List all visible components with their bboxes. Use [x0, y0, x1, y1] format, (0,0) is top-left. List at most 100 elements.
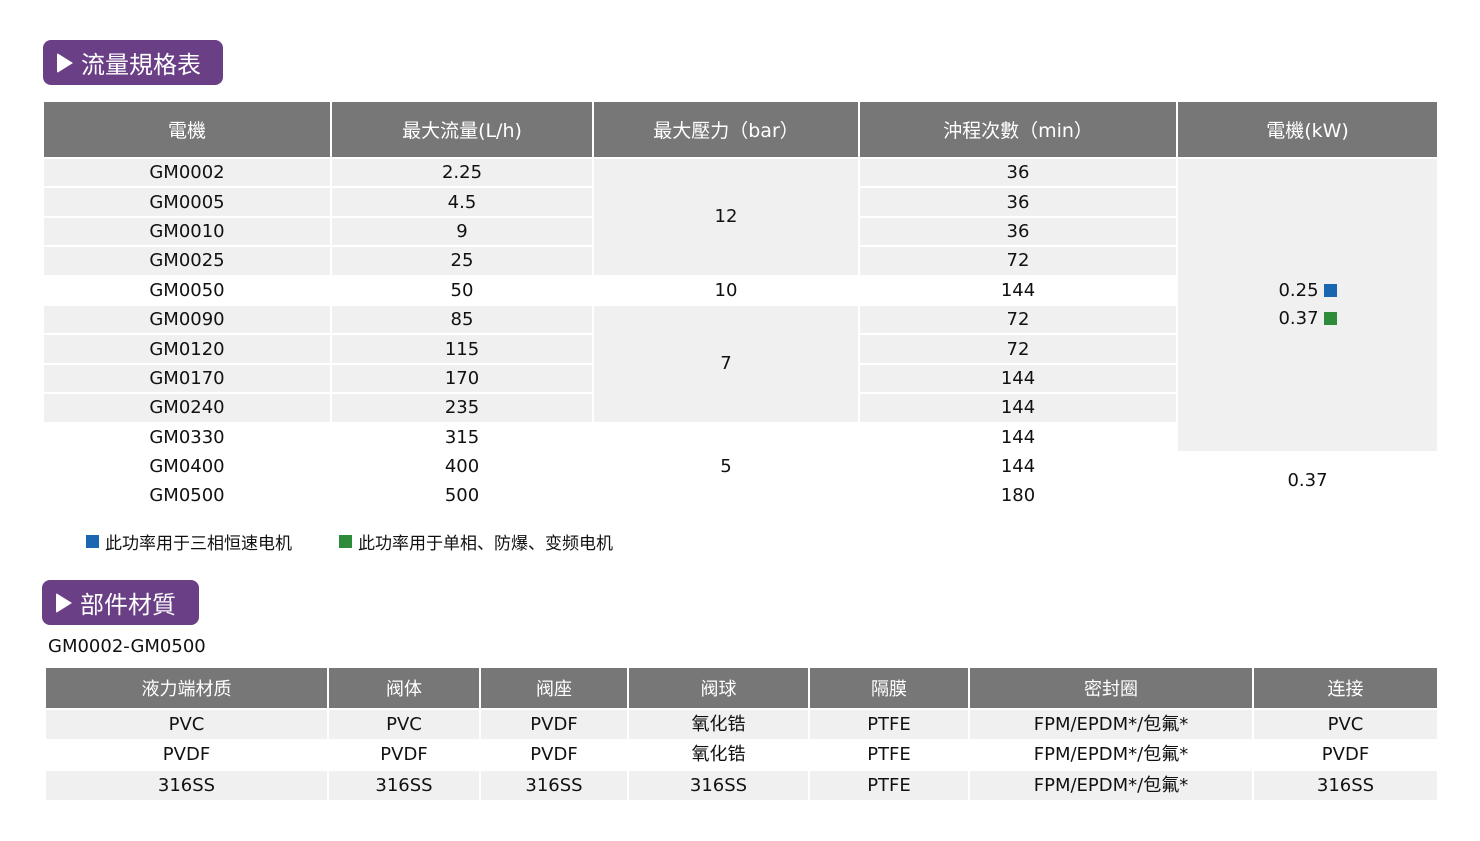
kw-cell: 0.37	[1178, 452, 1437, 510]
model-cell: GM0240	[44, 394, 330, 422]
material-header: 密封圈	[970, 668, 1252, 708]
material-table: 液力端材质 阀体 阀座 阀球 隔膜 密封圈 连接 PVC PVC PVDF 氧化锆 PTFE FPM/…	[44, 666, 1439, 802]
model-cell: GM0120	[44, 335, 330, 363]
material-cell: PVC	[1254, 710, 1437, 739]
flow-cell: 235	[332, 394, 592, 422]
legend-item-green: 此功率用于单相、防爆、变频电机	[339, 529, 613, 554]
material-cell: 氧化锆	[629, 740, 808, 769]
material-cell: FPM/EPDM*/包氟*	[970, 740, 1252, 769]
model-cell: GM0500	[44, 482, 330, 510]
table-row: GM0330 315 5 144	[44, 423, 1437, 510]
strokes-cell: 36	[860, 188, 1176, 216]
model-cell: GM0025	[44, 247, 330, 275]
strokes-cell: 144	[860, 364, 1176, 393]
model-cell: GM0050	[44, 276, 330, 304]
kw-value: 0.25	[1178, 277, 1437, 305]
blue-square-icon	[86, 535, 99, 548]
material-cell: 316SS	[46, 771, 327, 800]
flow-cell: 170	[332, 364, 592, 393]
model-range: GM0002-GM0500	[48, 636, 206, 657]
material-cell: PTFE	[810, 710, 968, 739]
table-row: 316SS 316SS 316SS 316SS PTFE FPM/EPDM*/包氟* 316…	[46, 771, 1437, 800]
flow-cell: 400	[332, 452, 592, 481]
strokes-cell: 36	[860, 217, 1176, 246]
material-cell: FPM/EPDM*/包氟*	[970, 771, 1252, 800]
material-cell: PVDF	[1254, 740, 1437, 769]
flow-cell: 315	[332, 423, 592, 451]
table-row: GM0240 235 144	[44, 394, 1437, 422]
flow-cell: 500	[332, 482, 592, 510]
table-row: GM0500 500 180	[44, 482, 1437, 510]
strokes-cell: 72	[860, 335, 1176, 363]
table-row: GM0005 4.5 36	[44, 188, 1437, 216]
green-square-icon	[339, 535, 352, 548]
table-row: PVDF PVDF PVDF 氧化锆 PTFE FPM/EPDM*/包氟* PVDF	[46, 740, 1437, 769]
flow-cell: 25	[332, 247, 592, 275]
table-row: GM0090 85 7 72	[44, 305, 1437, 422]
flow-cell: 4.5	[332, 188, 592, 216]
flow-cell: 2.25	[332, 159, 592, 187]
material-header: 液力端材质	[46, 668, 327, 708]
strokes-cell: 144	[860, 423, 1176, 451]
pressure-cell: 12	[594, 159, 858, 275]
material-cell: 316SS	[1254, 771, 1437, 800]
flow-cell: 85	[332, 305, 592, 334]
table-row: GM0010 9 36	[44, 217, 1437, 246]
material-header: 阀体	[329, 668, 479, 708]
model-cell: GM0005	[44, 188, 330, 216]
pressure-cell: 5	[594, 423, 858, 510]
table-row: GM0050 50 10 144	[44, 276, 1437, 304]
table-row: GM0170 170 144	[44, 364, 1437, 393]
material-cell: PVC	[46, 710, 327, 739]
material-header: 阀座	[481, 668, 627, 708]
material-section-title: 部件材質	[42, 580, 199, 625]
header-max-pressure: 最大壓力（bar）	[594, 102, 858, 157]
play-triangle-icon	[56, 592, 72, 613]
legend-item-blue: 此功率用于三相恒速电机	[86, 529, 292, 554]
strokes-cell: 144	[860, 452, 1176, 481]
material-cell: PVDF	[46, 740, 327, 769]
strokes-cell: 180	[860, 482, 1176, 510]
flow-cell: 115	[332, 335, 592, 363]
header-motor: 電機	[44, 102, 330, 157]
header-kw: 電機(kW)	[1178, 102, 1437, 157]
flow-spec-table: 電機 最大流量(L/h) 最大壓力（bar） 沖程次數（min） 電機(kW) …	[42, 100, 1439, 512]
model-cell: GM0010	[44, 217, 330, 246]
model-cell: GM0330	[44, 423, 330, 451]
material-cell: PVDF	[329, 740, 479, 769]
strokes-cell: 72	[860, 247, 1176, 275]
model-cell: GM0400	[44, 452, 330, 481]
material-cell: 316SS	[329, 771, 479, 800]
model-cell: GM0090	[44, 305, 330, 334]
material-cell: PVC	[329, 710, 479, 739]
flow-section-title: 流量規格表	[43, 40, 223, 85]
strokes-cell: 36	[860, 159, 1176, 187]
material-cell: PTFE	[810, 740, 968, 769]
header-max-flow: 最大流量(L/h)	[332, 102, 592, 157]
material-header: 阀球	[629, 668, 808, 708]
material-cell: PVDF	[481, 740, 627, 769]
header-strokes: 沖程次數（min）	[860, 102, 1176, 157]
green-square-icon	[1323, 311, 1337, 325]
kw-value: 0.37	[1287, 470, 1328, 492]
play-triangle-icon	[57, 52, 73, 73]
table-row: GM0400 400 144 0.37	[44, 452, 1437, 510]
material-cell: 316SS	[481, 771, 627, 800]
material-cell: PVDF	[481, 710, 627, 739]
flow-cell: 50	[332, 276, 592, 304]
table-row: GM0002 2.25 12 36 0.25 0.37	[44, 159, 1437, 451]
table-row: GM0120 115 72	[44, 335, 1437, 363]
flow-cell: 9	[332, 217, 592, 246]
material-cell: 氧化锆	[629, 710, 808, 739]
material-cell: 316SS	[629, 771, 808, 800]
kw-value: 0.37	[1178, 305, 1437, 333]
blue-square-icon	[1323, 283, 1337, 297]
pressure-cell: 7	[594, 305, 858, 422]
strokes-cell: 72	[860, 305, 1176, 334]
model-cell: GM0170	[44, 364, 330, 393]
material-header: 隔膜	[810, 668, 968, 708]
material-cell: FPM/EPDM*/包氟*	[970, 710, 1252, 739]
kw-cell: 0.25 0.37	[1178, 159, 1437, 451]
model-cell: GM0002	[44, 159, 330, 187]
pressure-cell: 10	[594, 276, 858, 304]
